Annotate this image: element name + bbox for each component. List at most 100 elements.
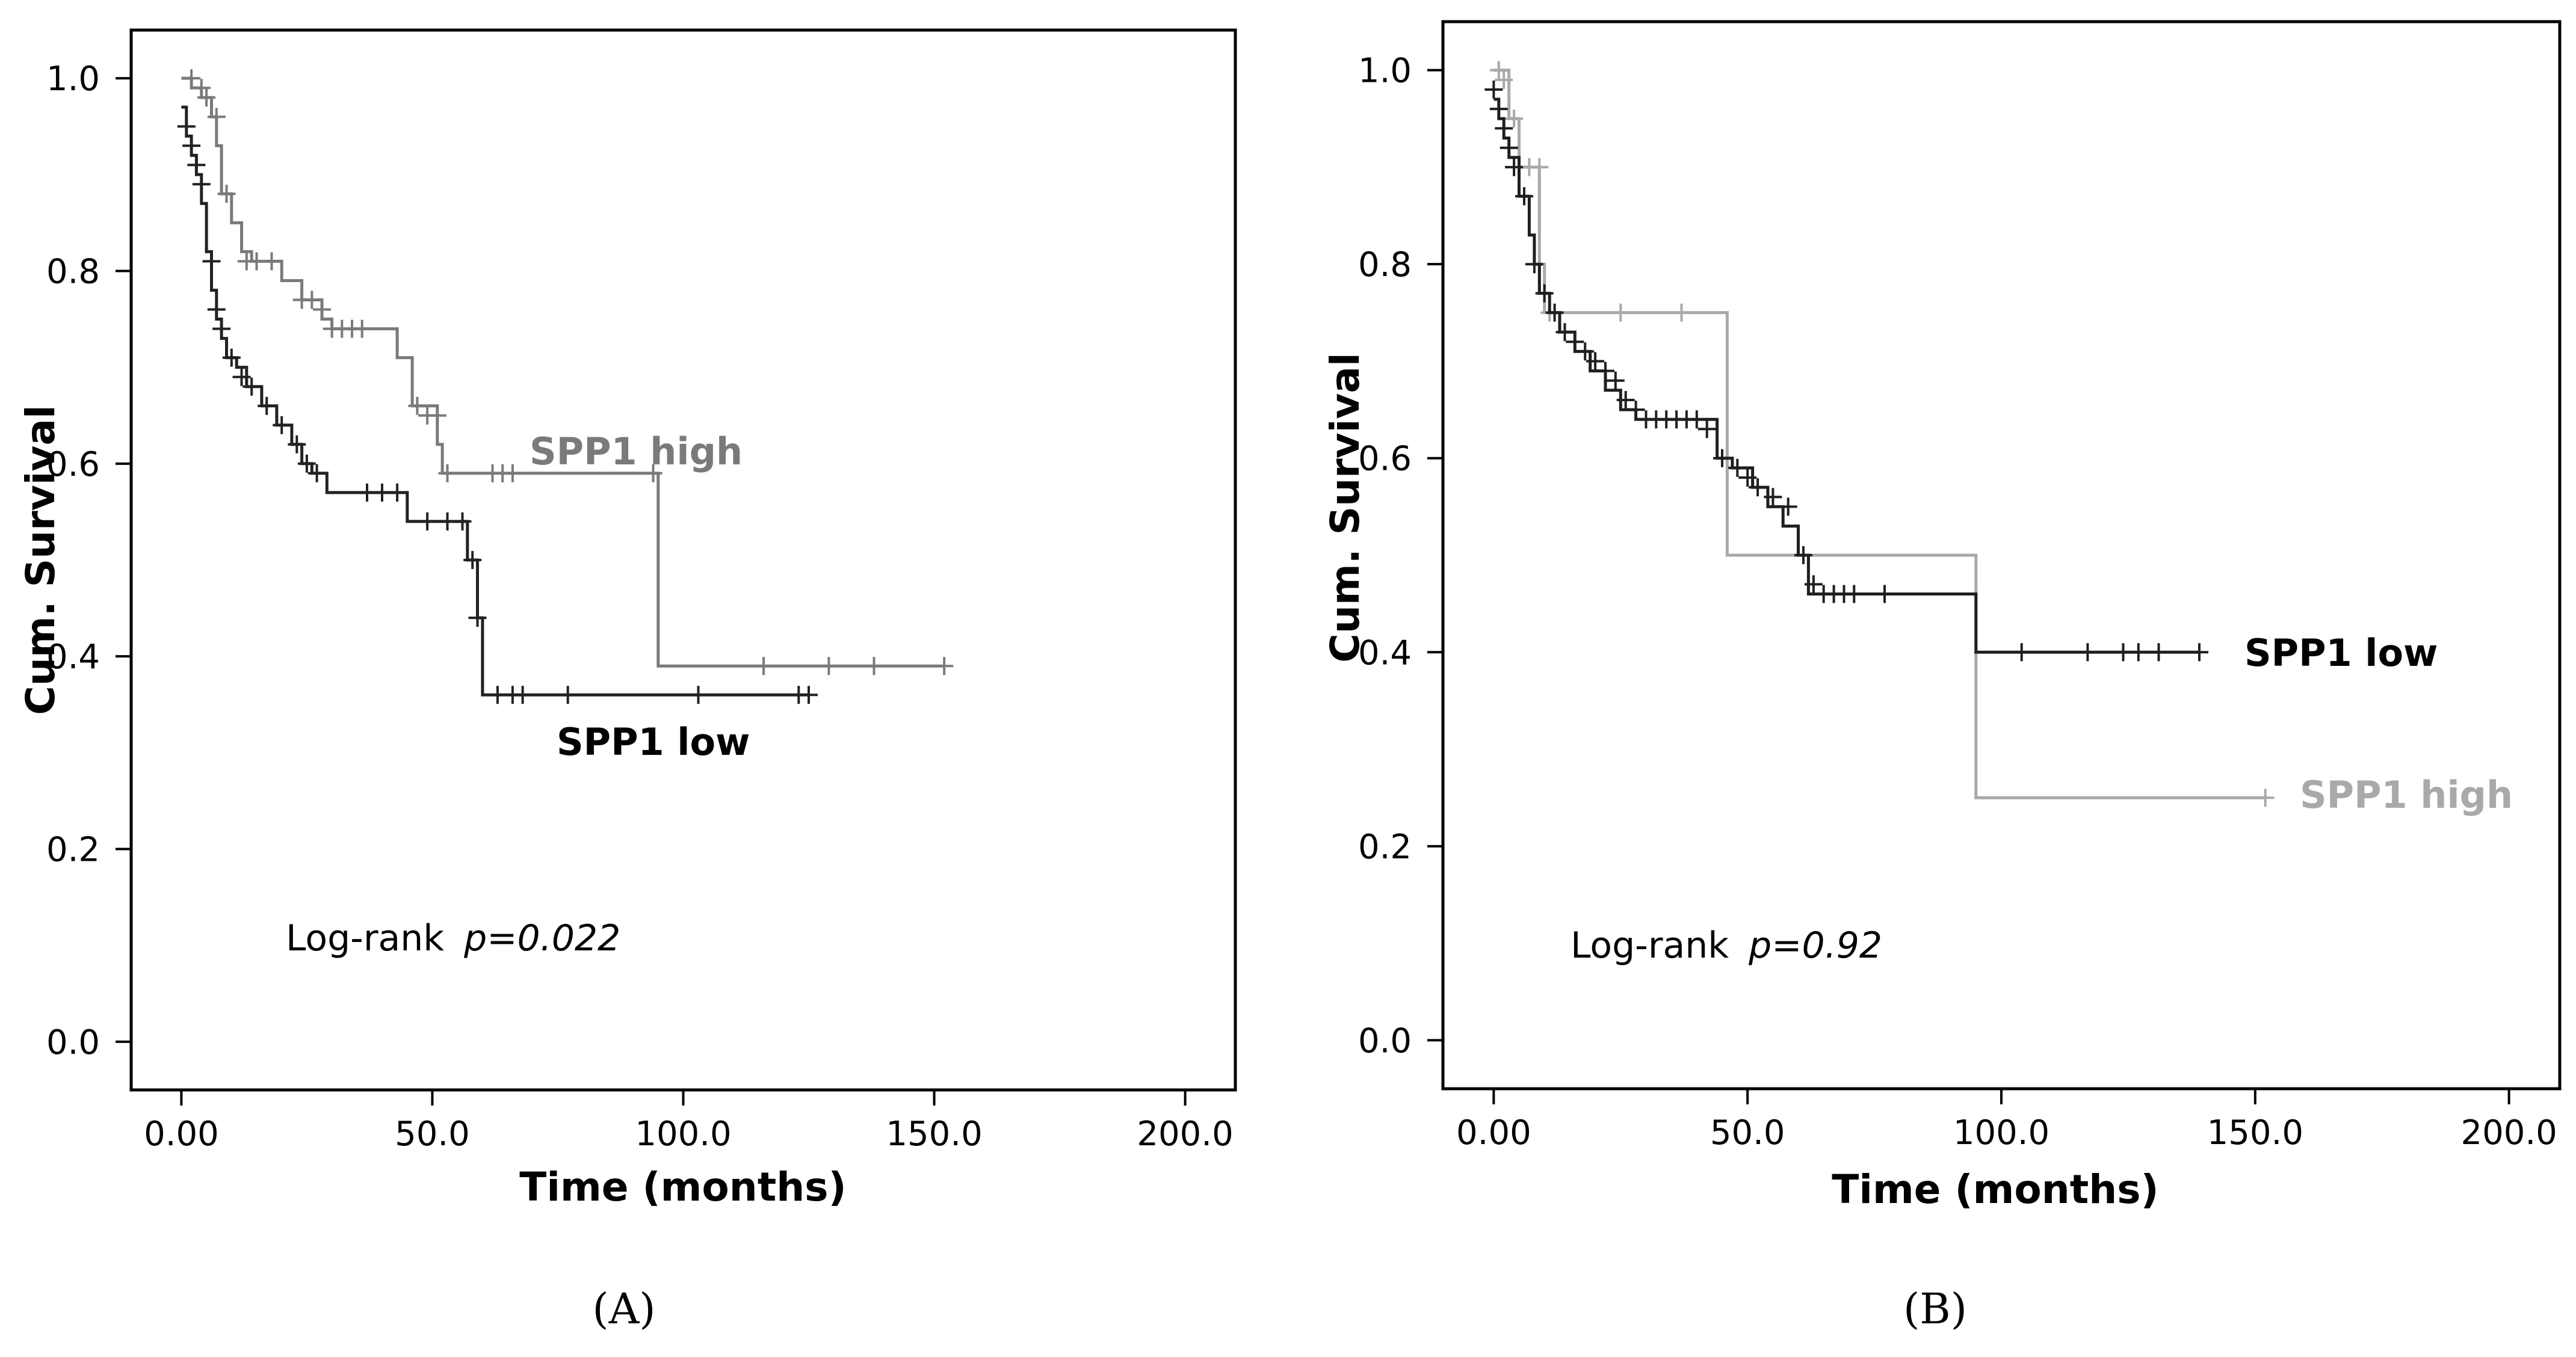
censor-mark-spp1-low — [1525, 255, 1543, 274]
censor-mark-spp1-low — [288, 435, 306, 454]
x-axis-title: Time (months) — [519, 1164, 846, 1210]
censor-mark-spp1-low — [1500, 138, 1518, 157]
censor-mark-spp1-high — [1505, 109, 1524, 128]
censor-mark-spp1-low — [2129, 643, 2148, 662]
censor-mark-spp1-low — [513, 686, 532, 704]
x-tick-label: 200.0 — [2460, 1113, 2557, 1152]
censor-mark-spp1-low — [800, 686, 818, 704]
x-tick-label: 200.0 — [1137, 1115, 1233, 1154]
censor-mark-spp1-high — [503, 464, 522, 482]
censor-mark-spp1-low — [373, 483, 391, 502]
y-tick-label: 0.2 — [1358, 828, 1412, 867]
series-label-high: SPP1 high — [2300, 773, 2513, 817]
annotation-logrank: Log-rank p=0.022 — [286, 917, 620, 959]
censor-mark-spp1-low — [258, 396, 276, 415]
censor-mark-spp1-high — [644, 464, 663, 482]
censor-mark-spp1-low — [1794, 546, 1812, 564]
censor-mark-spp1-low — [689, 686, 708, 704]
censor-mark-spp1-low — [1687, 410, 1706, 429]
axis-ticks: 0.00 50.0 100.0 150.0 200.0 0.0 0.2 0.4 0.6 0.8 1.… — [46, 60, 1234, 1154]
censor-mark-spp1-low — [207, 300, 226, 319]
censor-mark-spp1-low — [1738, 469, 1757, 487]
censor-mark-spp1-low — [1606, 371, 1625, 390]
censor-mark-spp1-low — [1596, 362, 1614, 380]
censor-mark-spp1-low — [388, 483, 407, 502]
y-tick-label: 1.0 — [46, 60, 100, 99]
censor-mark-spp1-low — [418, 512, 437, 531]
censor-mark-spp1-low — [1876, 585, 1894, 603]
y-tick-label: 0.4 — [1358, 633, 1412, 672]
censor-mark-spp1-low — [273, 416, 291, 434]
censor-mark-spp1-high — [192, 79, 211, 97]
censor-mark-spp1-high — [2256, 789, 2275, 807]
y-tick-label: 1.0 — [1358, 52, 1412, 91]
censor-mark-spp1-high — [820, 657, 838, 675]
censor-mark-spp1-low — [468, 609, 487, 627]
censor-mark-spp1-low — [1576, 342, 1595, 361]
censor-mark-spp1-low — [558, 686, 577, 704]
censor-mark-spp1-low — [2114, 643, 2133, 662]
censor-mark-spp1-high — [438, 464, 457, 482]
x-tick-label: 100.0 — [635, 1115, 731, 1154]
survival-curves — [1484, 61, 2275, 807]
censor-mark-spp1-low — [2149, 643, 2168, 662]
annotation-pvalue: p=0.92 — [1748, 925, 1882, 967]
censor-mark-spp1-high — [262, 252, 281, 271]
x-axis-title: Time (months) — [1832, 1166, 2158, 1213]
annotation-logrank: Log-rank p=0.92 — [1571, 925, 1882, 967]
censor-mark-spp1-low — [1616, 391, 1635, 409]
y-tick-label: 0.6 — [46, 445, 100, 484]
censor-mark-spp1-low — [2012, 643, 2031, 662]
x-tick-label: 150.0 — [2207, 1113, 2303, 1152]
censor-mark-spp1-low — [1779, 497, 1797, 516]
censor-mark-spp1-low — [1804, 575, 1823, 594]
censor-mark-spp1-low — [192, 175, 211, 194]
censor-mark-spp1-low — [1535, 284, 1554, 303]
panel-label: (A) — [592, 1284, 655, 1334]
censor-mark-spp1-low — [1555, 323, 1574, 342]
censor-mark-spp1-high — [1489, 61, 1508, 79]
x-tick-label: 50.0 — [1710, 1113, 1785, 1152]
censor-mark-spp1-high — [207, 108, 226, 126]
x-tick-label: 150.0 — [886, 1115, 982, 1154]
censor-mark-spp1-high — [1672, 303, 1691, 322]
censor-mark-spp1-low — [1697, 420, 1716, 438]
series-label-low: SPP1 low — [2244, 631, 2438, 675]
y-tick-label: 0.0 — [46, 1023, 100, 1062]
censor-mark-spp1-high — [217, 185, 236, 203]
y-tick-label: 0.8 — [46, 252, 100, 291]
censor-mark-spp1-low — [202, 252, 221, 271]
annotation-pvalue: p=0.022 — [463, 917, 620, 959]
censor-mark-spp1-low — [307, 464, 326, 482]
annotation-prefix: Log-rank — [1571, 925, 1740, 967]
censor-mark-spp1-low — [1713, 449, 1731, 467]
censor-mark-spp1-high — [182, 69, 201, 88]
censor-mark-spp1-high — [197, 88, 216, 107]
censor-mark-spp1-low — [1489, 100, 1508, 118]
x-tick-label: 50.0 — [395, 1115, 470, 1154]
censor-mark-spp1-high — [1611, 303, 1630, 322]
censor-mark-spp1-low — [1764, 488, 1782, 506]
axis-ticks: 0.00 50.0 100.0 150.0 200.0 0.0 0.2 0.4 0.6 0.8 1.… — [1358, 52, 2557, 1152]
censor-mark-spp1-low — [1495, 119, 1513, 138]
annotation-prefix: Log-rank — [286, 917, 456, 959]
censor-mark-spp1-high — [865, 657, 883, 675]
censor-mark-spp1-low — [212, 319, 231, 338]
censor-mark-spp1-low — [1505, 158, 1524, 176]
censor-mark-spp1-low — [242, 377, 261, 396]
censor-mark-spp1-low — [177, 117, 196, 136]
y-axis-title: Cum. Survival — [17, 405, 64, 715]
y-tick-label: 0.4 — [46, 638, 100, 677]
censor-mark-spp1-high — [353, 319, 371, 338]
y-tick-label: 0.2 — [46, 831, 100, 870]
censor-mark-spp1-high — [1530, 158, 1549, 176]
censor-mark-spp1-low — [1484, 80, 1503, 99]
censor-mark-spp1-low — [2078, 643, 2097, 662]
censor-mark-spp1-low — [1626, 401, 1645, 419]
censor-mark-spp1-high — [755, 657, 773, 675]
y-tick-label: 0.8 — [1358, 245, 1412, 285]
y-tick-label: 0.6 — [1358, 440, 1412, 479]
censor-mark-spp1-low — [297, 454, 316, 473]
series-label-low: SPP1 low — [557, 720, 750, 764]
